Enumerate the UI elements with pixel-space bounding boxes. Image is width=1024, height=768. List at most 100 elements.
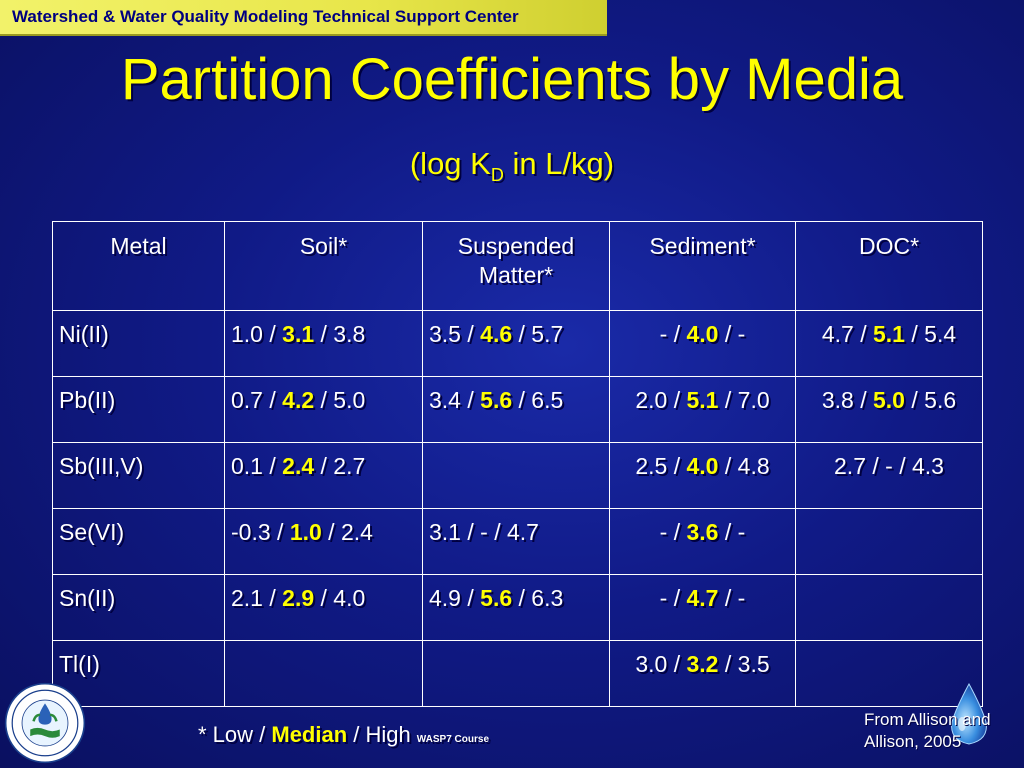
high-value: / 6.3 xyxy=(512,585,564,611)
source-line-2: Allison, 2005 xyxy=(864,732,962,751)
sediment-cell: 2.5 / 4.0 / 4.8 xyxy=(609,442,796,509)
soil-cell: 0.7 / 4.2 / 5.0 xyxy=(224,376,423,443)
high-value: / 2.4 xyxy=(321,519,373,545)
low-value: -0.3 / xyxy=(231,519,290,545)
source-line-1: From Allison and xyxy=(864,710,991,729)
high-value: / 2.7 xyxy=(314,453,366,479)
soil-cell: -0.3 / 1.0 / 2.4 xyxy=(224,508,423,575)
footnote-high: / High xyxy=(347,722,411,747)
partition-coefficient-table: Metal Soil* Suspended Matter* Sediment* … xyxy=(52,221,983,707)
sediment-cell: - / 4.7 / - xyxy=(609,574,796,641)
low-value: 0.1 / xyxy=(231,453,283,479)
high-value: / 3.8 xyxy=(314,321,366,347)
median-value: 4.2 xyxy=(282,387,315,413)
low-value: - / xyxy=(659,519,687,545)
slide-title: Partition Coefficients by Media xyxy=(120,47,904,112)
median-value: 5.0 xyxy=(873,387,905,413)
high-value: / 7.0 xyxy=(718,387,770,413)
low-value: 1.0 / xyxy=(231,321,283,347)
median-value: 4.0 xyxy=(686,321,719,347)
header-suspended-matter: Suspended Matter* xyxy=(422,221,610,311)
suspended-matter-cell: 3.1 / - / 4.7 xyxy=(422,508,610,575)
sediment-cell: - / 4.0 / - xyxy=(609,310,796,377)
table-row: Sn(II) 2.1 / 2.9 / 4.0 4.9 / 5.6 / 6.3 -… xyxy=(52,574,983,641)
epa-seal-icon xyxy=(4,682,86,764)
high-value: / 4.8 xyxy=(718,453,770,479)
suspended-matter-cell: 3.4 / 5.6 / 6.5 xyxy=(422,376,610,443)
header-doc: DOC* xyxy=(795,221,983,311)
metal-cell: Sn(II) xyxy=(52,574,225,641)
low-value: 4.9 / xyxy=(429,585,481,611)
high-value: / 5.7 xyxy=(512,321,564,347)
doc-cell xyxy=(795,508,983,575)
table-header-row: Metal Soil* Suspended Matter* Sediment* … xyxy=(52,221,983,311)
high-value: / - xyxy=(718,585,746,611)
header-bar: Watershed & Water Quality Modeling Techn… xyxy=(0,0,607,36)
high-value: / 5.4 xyxy=(904,321,957,347)
low-value: 3.5 / xyxy=(429,321,481,347)
doc-cell: 3.8 / 5.0 / 5.6 xyxy=(795,376,983,443)
median-value: 4.6 xyxy=(480,321,513,347)
low-value: 2.5 / xyxy=(635,453,687,479)
soil-cell: 2.1 / 2.9 / 4.0 xyxy=(224,574,423,641)
low-value: 2.1 / xyxy=(231,585,283,611)
doc-cell: 2.7 / - / 4.3 xyxy=(795,442,983,509)
low-value: 0.7 / xyxy=(231,387,283,413)
table-row: Ni(II) 1.0 / 3.1 / 3.8 3.5 / 4.6 / 5.7 -… xyxy=(52,310,983,377)
course-label: WASP7 Course xyxy=(416,734,490,745)
metal-cell: Pb(II) xyxy=(52,376,225,443)
high-value: / - xyxy=(718,321,746,347)
header-sediment: Sediment* xyxy=(609,221,796,311)
high-value: / 5.6 xyxy=(904,387,957,413)
low-value: 3.1 / - / 4.7 xyxy=(429,519,539,545)
median-value: 3.2 xyxy=(686,651,719,677)
soil-cell xyxy=(224,640,423,707)
low-value: 2.0 / xyxy=(635,387,687,413)
footnote-legend: * Low / Median / High WASP7 Course xyxy=(198,722,489,748)
table-row: Se(VI) -0.3 / 1.0 / 2.4 3.1 / - / 4.7 - … xyxy=(52,508,983,575)
median-value: 3.6 xyxy=(686,519,719,545)
header-metal: Metal xyxy=(52,221,225,311)
low-value: - / xyxy=(659,585,687,611)
doc-cell xyxy=(795,640,983,707)
low-value: 3.8 / xyxy=(821,387,873,413)
sediment-cell: 2.0 / 5.1 / 7.0 xyxy=(609,376,796,443)
median-value: 5.6 xyxy=(480,387,513,413)
median-value: 2.9 xyxy=(282,585,315,611)
water-drop-icon xyxy=(951,682,987,745)
high-value: / 6.5 xyxy=(512,387,564,413)
median-value: 4.0 xyxy=(686,453,719,479)
high-value: / 3.5 xyxy=(718,651,770,677)
source-citation: From Allison and Allison, 2005 xyxy=(864,709,1024,753)
table-row: Tl(I) 3.0 / 3.2 / 3.5 xyxy=(52,640,983,707)
subtitle-post: in L/kg) xyxy=(503,146,615,181)
soil-cell: 1.0 / 3.1 / 3.8 xyxy=(224,310,423,377)
header-soil: Soil* xyxy=(224,221,423,311)
metal-cell: Ni(II) xyxy=(52,310,225,377)
low-value: 4.7 / xyxy=(821,321,873,347)
subtitle-pre: (log K xyxy=(409,146,491,181)
soil-cell: 0.1 / 2.4 / 2.7 xyxy=(224,442,423,509)
slide-subtitle: (log KD in L/kg) xyxy=(0,146,1024,186)
low-value: 3.0 / xyxy=(635,651,687,677)
table-row: Sb(III,V) 0.1 / 2.4 / 2.7 2.5 / 4.0 / 4.… xyxy=(52,442,983,509)
median-value: 3.1 xyxy=(282,321,315,347)
footnote-low: * Low / xyxy=(198,722,272,747)
low-value: - / xyxy=(659,321,687,347)
footnote-median: Median xyxy=(271,722,348,747)
table-row: Pb(II) 0.7 / 4.2 / 5.0 3.4 / 5.6 / 6.5 2… xyxy=(52,376,983,443)
metal-cell: Se(VI) xyxy=(52,508,225,575)
median-value: 5.1 xyxy=(873,321,905,347)
suspended-matter-cell xyxy=(422,640,610,707)
median-value: 1.0 xyxy=(289,519,322,545)
doc-cell xyxy=(795,574,983,641)
suspended-matter-cell: 3.5 / 4.6 / 5.7 xyxy=(422,310,610,377)
sediment-cell: 3.0 / 3.2 / 3.5 xyxy=(609,640,796,707)
doc-cell: 4.7 / 5.1 / 5.4 xyxy=(795,310,983,377)
high-value: / 4.0 xyxy=(314,585,366,611)
metal-cell: Sb(III,V) xyxy=(52,442,225,509)
subtitle-subscript: D xyxy=(490,165,504,186)
median-value: 5.6 xyxy=(480,585,513,611)
suspended-matter-cell xyxy=(422,442,610,509)
metal-cell: Tl(I) xyxy=(52,640,225,707)
